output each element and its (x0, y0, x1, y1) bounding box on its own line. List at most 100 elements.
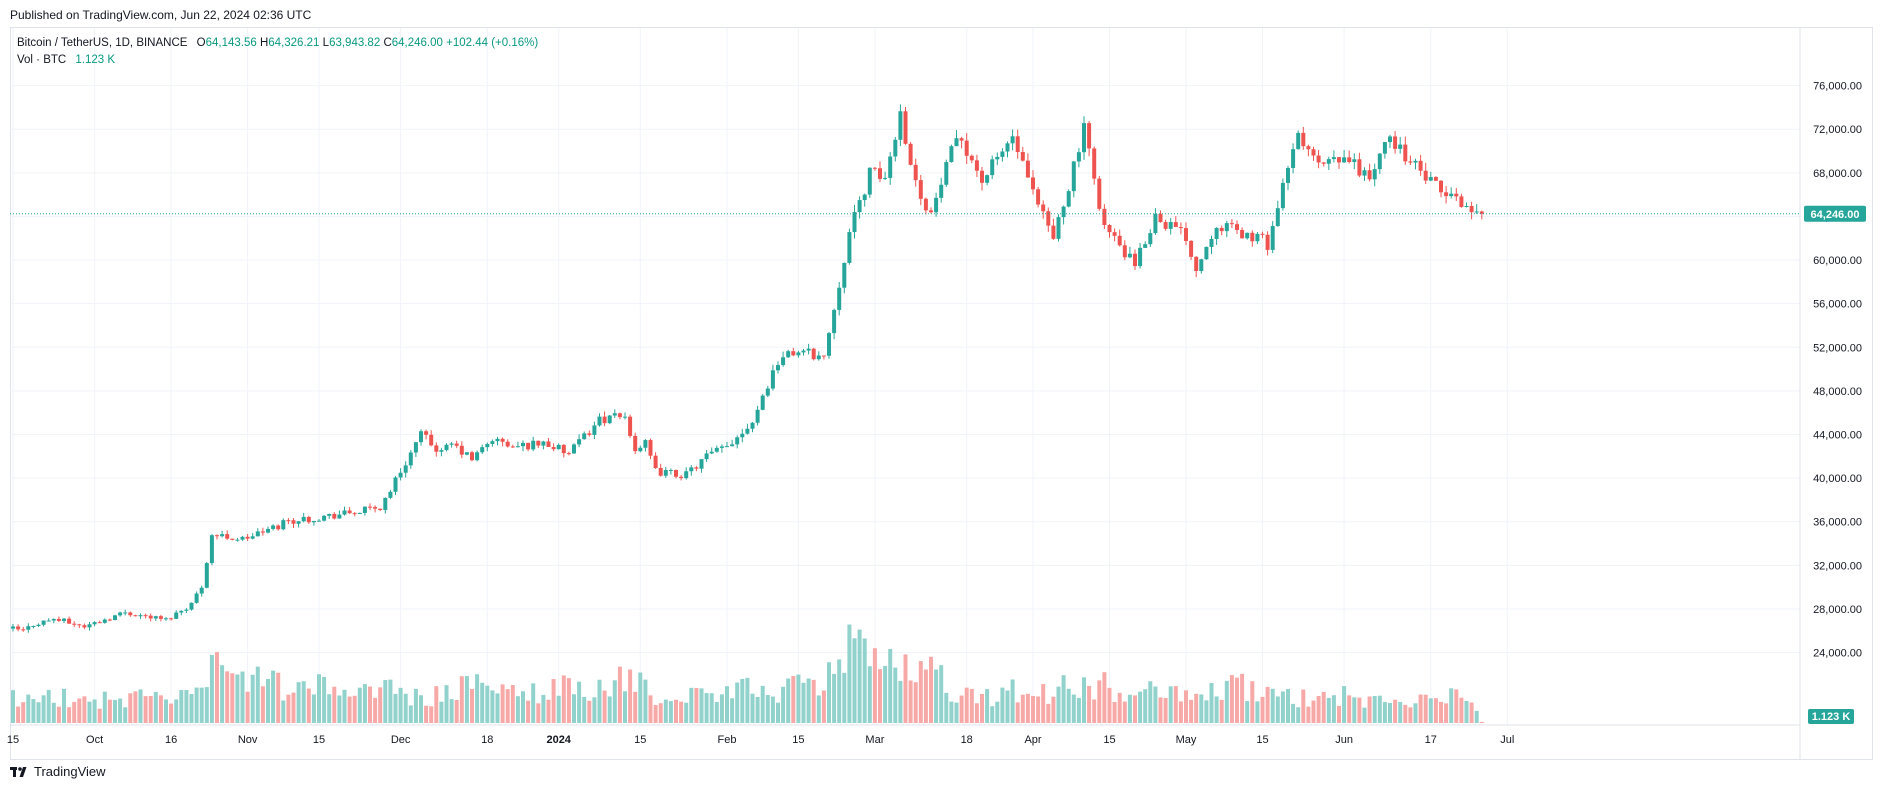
volume-bar (1245, 701, 1250, 723)
price-chart[interactable]: 24,000.00 28,000.00 32,000.00 36,000.00 40,0… (0, 0, 1883, 760)
candle-body (1209, 238, 1214, 247)
volume-bar (1459, 697, 1464, 723)
candle-body (577, 439, 582, 445)
footer[interactable]: TradingView (10, 764, 106, 779)
volume-bar (551, 679, 556, 723)
candle-body (1291, 149, 1296, 168)
volume-bar (1474, 710, 1479, 723)
volume-bar (1087, 685, 1092, 723)
candle-body (1413, 160, 1418, 163)
time-tick-label: 18 (481, 734, 493, 746)
candle-body (245, 536, 250, 539)
last-volume-label: 1.123 K (1812, 711, 1851, 723)
volume-bar (623, 691, 627, 723)
candle-body (449, 443, 454, 445)
volume-bar (1209, 683, 1214, 723)
candle-body (643, 440, 648, 448)
price-tick-label: 48,000.00 (1813, 386, 1862, 398)
volume-bar (893, 667, 898, 723)
candle-body (133, 615, 138, 617)
close-label: C (383, 37, 392, 49)
candle-body (1398, 144, 1403, 149)
candle-body (612, 413, 617, 416)
candle-body (306, 516, 311, 523)
volume-bar (67, 707, 72, 723)
candle-body (1469, 206, 1474, 213)
price-tick-label: 40,000.00 (1813, 473, 1862, 485)
candle-body (929, 210, 933, 213)
volume-bar (923, 669, 928, 723)
candle-body (1439, 180, 1443, 193)
volume-bar (322, 676, 327, 723)
candle-body (867, 167, 872, 195)
candle-body (505, 441, 510, 447)
symbol-label[interactable]: Bitcoin / TetherUS, 1D, BINANCE (17, 37, 188, 49)
price-tick-label: 28,000.00 (1813, 604, 1862, 616)
volume-bar (1194, 693, 1199, 723)
candle-body (194, 593, 199, 603)
volume-bar (153, 691, 158, 723)
candle-body (674, 469, 678, 477)
candle-body (796, 352, 801, 356)
volume-bar (577, 681, 582, 723)
volume-bar (765, 695, 770, 723)
volume-bar (883, 665, 888, 723)
volume-bar (245, 691, 250, 723)
candle-body (521, 442, 525, 447)
volume-bar (1082, 677, 1086, 723)
volume-bar (867, 666, 872, 723)
candle-body (684, 471, 689, 479)
brand-label: TradingView (34, 764, 106, 779)
volume-bar (725, 686, 729, 723)
volume-bar (872, 648, 877, 723)
volume-bar (1066, 688, 1071, 723)
candle-body (128, 612, 133, 616)
volume-bar (546, 699, 551, 723)
volume-bar (72, 701, 77, 723)
volume-bar (821, 690, 826, 723)
candle-body (1194, 256, 1199, 272)
last-volume-badge (1808, 709, 1854, 724)
volume-label[interactable]: Vol · BTC (17, 54, 67, 66)
candle-body (1337, 157, 1341, 163)
candle-body (322, 515, 327, 521)
candle-body (1245, 232, 1250, 239)
volume-bar (174, 699, 179, 723)
candle-body (1168, 222, 1173, 229)
candle-body (240, 536, 245, 540)
volume-bar (113, 699, 117, 723)
candle-body (526, 442, 531, 450)
volume-bar (1229, 675, 1234, 723)
candle-body (541, 441, 546, 446)
candle-body (286, 520, 291, 522)
candle-body (255, 531, 260, 537)
volume-bar (480, 682, 485, 723)
candle-body (827, 333, 831, 356)
candle-body (1479, 211, 1484, 214)
candle-body (92, 622, 97, 625)
candle-body (587, 433, 592, 435)
candle-body (1403, 144, 1408, 162)
volume-bar (1071, 694, 1076, 723)
candle-body (628, 416, 633, 436)
volume-bar (286, 694, 291, 723)
time-tick-label: 15 (634, 734, 646, 746)
candle-body (413, 442, 418, 453)
candle-body (806, 348, 811, 351)
volume-bar (327, 694, 332, 723)
volume-bar (1393, 699, 1398, 723)
candle-body (102, 619, 107, 623)
candle-body (735, 437, 740, 445)
volume-bar (311, 694, 316, 723)
candle-body (1107, 224, 1112, 233)
volume-bar (1270, 688, 1275, 723)
candle-body (745, 428, 750, 434)
candle-body (62, 618, 66, 621)
volume-bar (1076, 697, 1081, 723)
volume-bar (1316, 695, 1321, 723)
volume-bar (413, 688, 418, 723)
candle-body (215, 535, 219, 537)
candle-body (1229, 223, 1234, 225)
candle-body (1066, 191, 1071, 207)
volume-bar (990, 706, 995, 723)
